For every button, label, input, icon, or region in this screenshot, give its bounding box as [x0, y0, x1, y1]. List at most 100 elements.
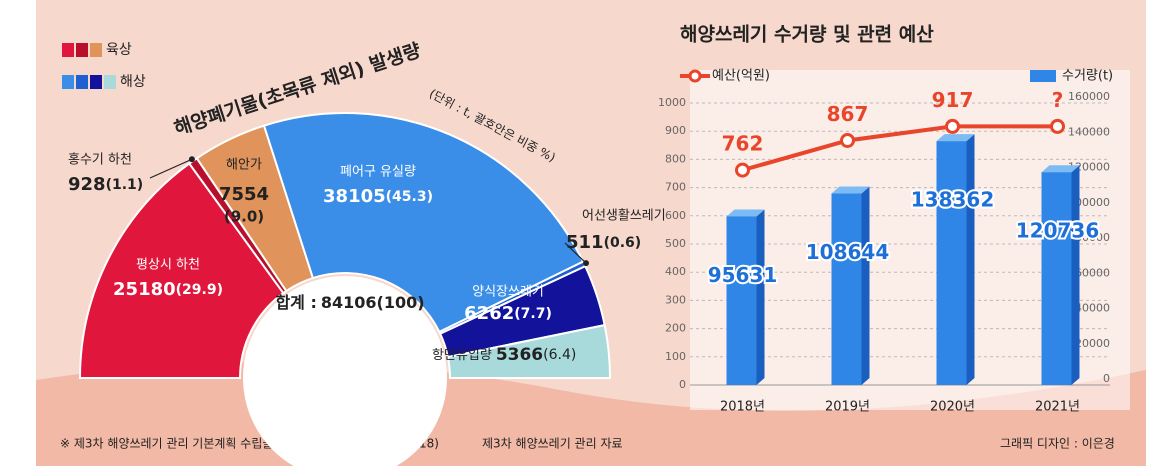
bar-value-label: 120736: [1016, 219, 1100, 243]
y2-tick-label: 140000: [1068, 125, 1110, 138]
bar: [936, 141, 967, 385]
bar-side: [1071, 165, 1080, 385]
unknown-marker: [1050, 118, 1065, 134]
bar: [726, 216, 757, 385]
total-label: 합계 : 84106(100): [275, 293, 424, 312]
y2-tick-label: 160000: [1068, 90, 1110, 103]
category-name: 어선생활쓰레기: [582, 209, 666, 224]
legend-label: 예산(억원): [712, 69, 770, 84]
value-label: 6262(7.7): [464, 303, 552, 324]
share: (0.6): [604, 235, 642, 251]
category-name: 항만유입량: [432, 348, 492, 363]
legend-swatch: [1030, 70, 1056, 82]
value: 6262: [464, 303, 514, 324]
line-value-label: 762: [722, 132, 764, 156]
y-tick-label: 900: [665, 124, 686, 137]
category-name: 평상시 하천: [136, 258, 200, 273]
chart-title: 해양쓰레기 수거량 및 관련 예산: [680, 24, 934, 46]
value: 511: [566, 232, 604, 253]
total-hole: [243, 276, 447, 470]
leader-dot: [583, 260, 590, 267]
total-share: (100): [377, 293, 425, 312]
y-tick-label: 300: [665, 293, 686, 306]
share: (1.1): [106, 177, 144, 193]
value: 25180: [113, 279, 176, 300]
value-label: 25180(29.9): [113, 279, 223, 300]
y-tick-label: 400: [665, 265, 686, 278]
legend-swatch: [76, 75, 88, 89]
segment-label: 항만유입량 5366(6.4): [432, 345, 576, 365]
bar-value-label: 108644: [806, 240, 890, 264]
legend-swatch: [76, 43, 88, 57]
bar-top: [1041, 165, 1080, 173]
y-tick-label: 0: [679, 378, 686, 391]
share: (6.4): [543, 347, 576, 363]
value: 38105: [323, 186, 386, 207]
line-marker: [945, 118, 960, 134]
y-tick-label: 100: [665, 350, 686, 363]
bar: [831, 193, 862, 385]
donut-segment: [78, 162, 285, 379]
category-name: 해안가: [226, 158, 262, 173]
legend-swatch: [90, 75, 102, 89]
bar-top: [726, 209, 765, 217]
y-tick-label: 600: [665, 209, 686, 222]
line-value-label: 917: [932, 88, 974, 112]
credit: 그래픽 디자인 : 이은경: [1000, 437, 1115, 451]
y2-tick-label: 20000: [1075, 337, 1110, 350]
value-label: 38105(45.3): [323, 186, 433, 207]
line-marker: [840, 133, 855, 149]
bar-side: [966, 134, 975, 385]
legend-swatch: [62, 75, 74, 89]
bar: [1041, 172, 1072, 385]
legend-swatch: [104, 75, 116, 89]
y2-tick-label: 80000: [1075, 231, 1110, 244]
leader-line: [149, 158, 193, 179]
source: 제3차 해양쓰레기 관리 자료: [482, 437, 623, 451]
share: (29.9): [176, 282, 223, 298]
donut-segment: [446, 323, 612, 379]
line-value-label: 867: [827, 102, 869, 126]
x-tick-label: 2021년: [1035, 400, 1080, 415]
bar-value-label: 95631: [708, 263, 778, 287]
total-value: 84106: [321, 293, 377, 312]
value: 928: [68, 174, 106, 195]
x-tick-label: 2020년: [930, 400, 975, 415]
bar-value-label: 138362: [911, 188, 995, 212]
legend-label: 수거량(t): [1062, 69, 1113, 84]
legend-label: 해상: [120, 74, 146, 90]
y-tick-label: 800: [665, 152, 686, 165]
y-tick-label: 700: [665, 181, 686, 194]
y-tick-label: 1000: [658, 96, 686, 109]
bar-top: [936, 134, 975, 142]
value: 5366: [496, 345, 543, 365]
donut-segment: [262, 112, 585, 334]
bar-side: [756, 209, 765, 385]
x-tick-label: 2018년: [720, 400, 765, 415]
leader-dot: [188, 156, 195, 163]
leader-line: [564, 242, 587, 264]
y-tick-label: 200: [665, 322, 686, 335]
legend-label: 육상: [106, 42, 132, 58]
total-text: 합계 :: [275, 293, 316, 312]
y2-tick-label: 60000: [1075, 266, 1110, 279]
line-marker: [735, 162, 750, 178]
legend-swatch: [62, 43, 74, 57]
share: (7.7): [514, 306, 552, 322]
value: 7554: [219, 184, 269, 205]
bar-top: [831, 186, 870, 194]
legend-marker: [688, 69, 702, 83]
category-name: 양식장쓰레기: [472, 285, 544, 300]
legend-swatch: [90, 43, 102, 57]
line-value-label: ?: [1052, 88, 1064, 112]
bar-side: [861, 186, 870, 385]
share: (45.3): [386, 189, 433, 205]
share: (9.0): [224, 208, 264, 226]
category-name: 홍수기 하천: [68, 153, 132, 168]
value-label: 928(1.1): [68, 174, 143, 195]
category-name: 폐어구 유실량: [340, 165, 416, 180]
y-tick-label: 500: [665, 237, 686, 250]
value-label: 511(0.6): [566, 232, 641, 253]
x-tick-label: 2019년: [825, 400, 870, 415]
